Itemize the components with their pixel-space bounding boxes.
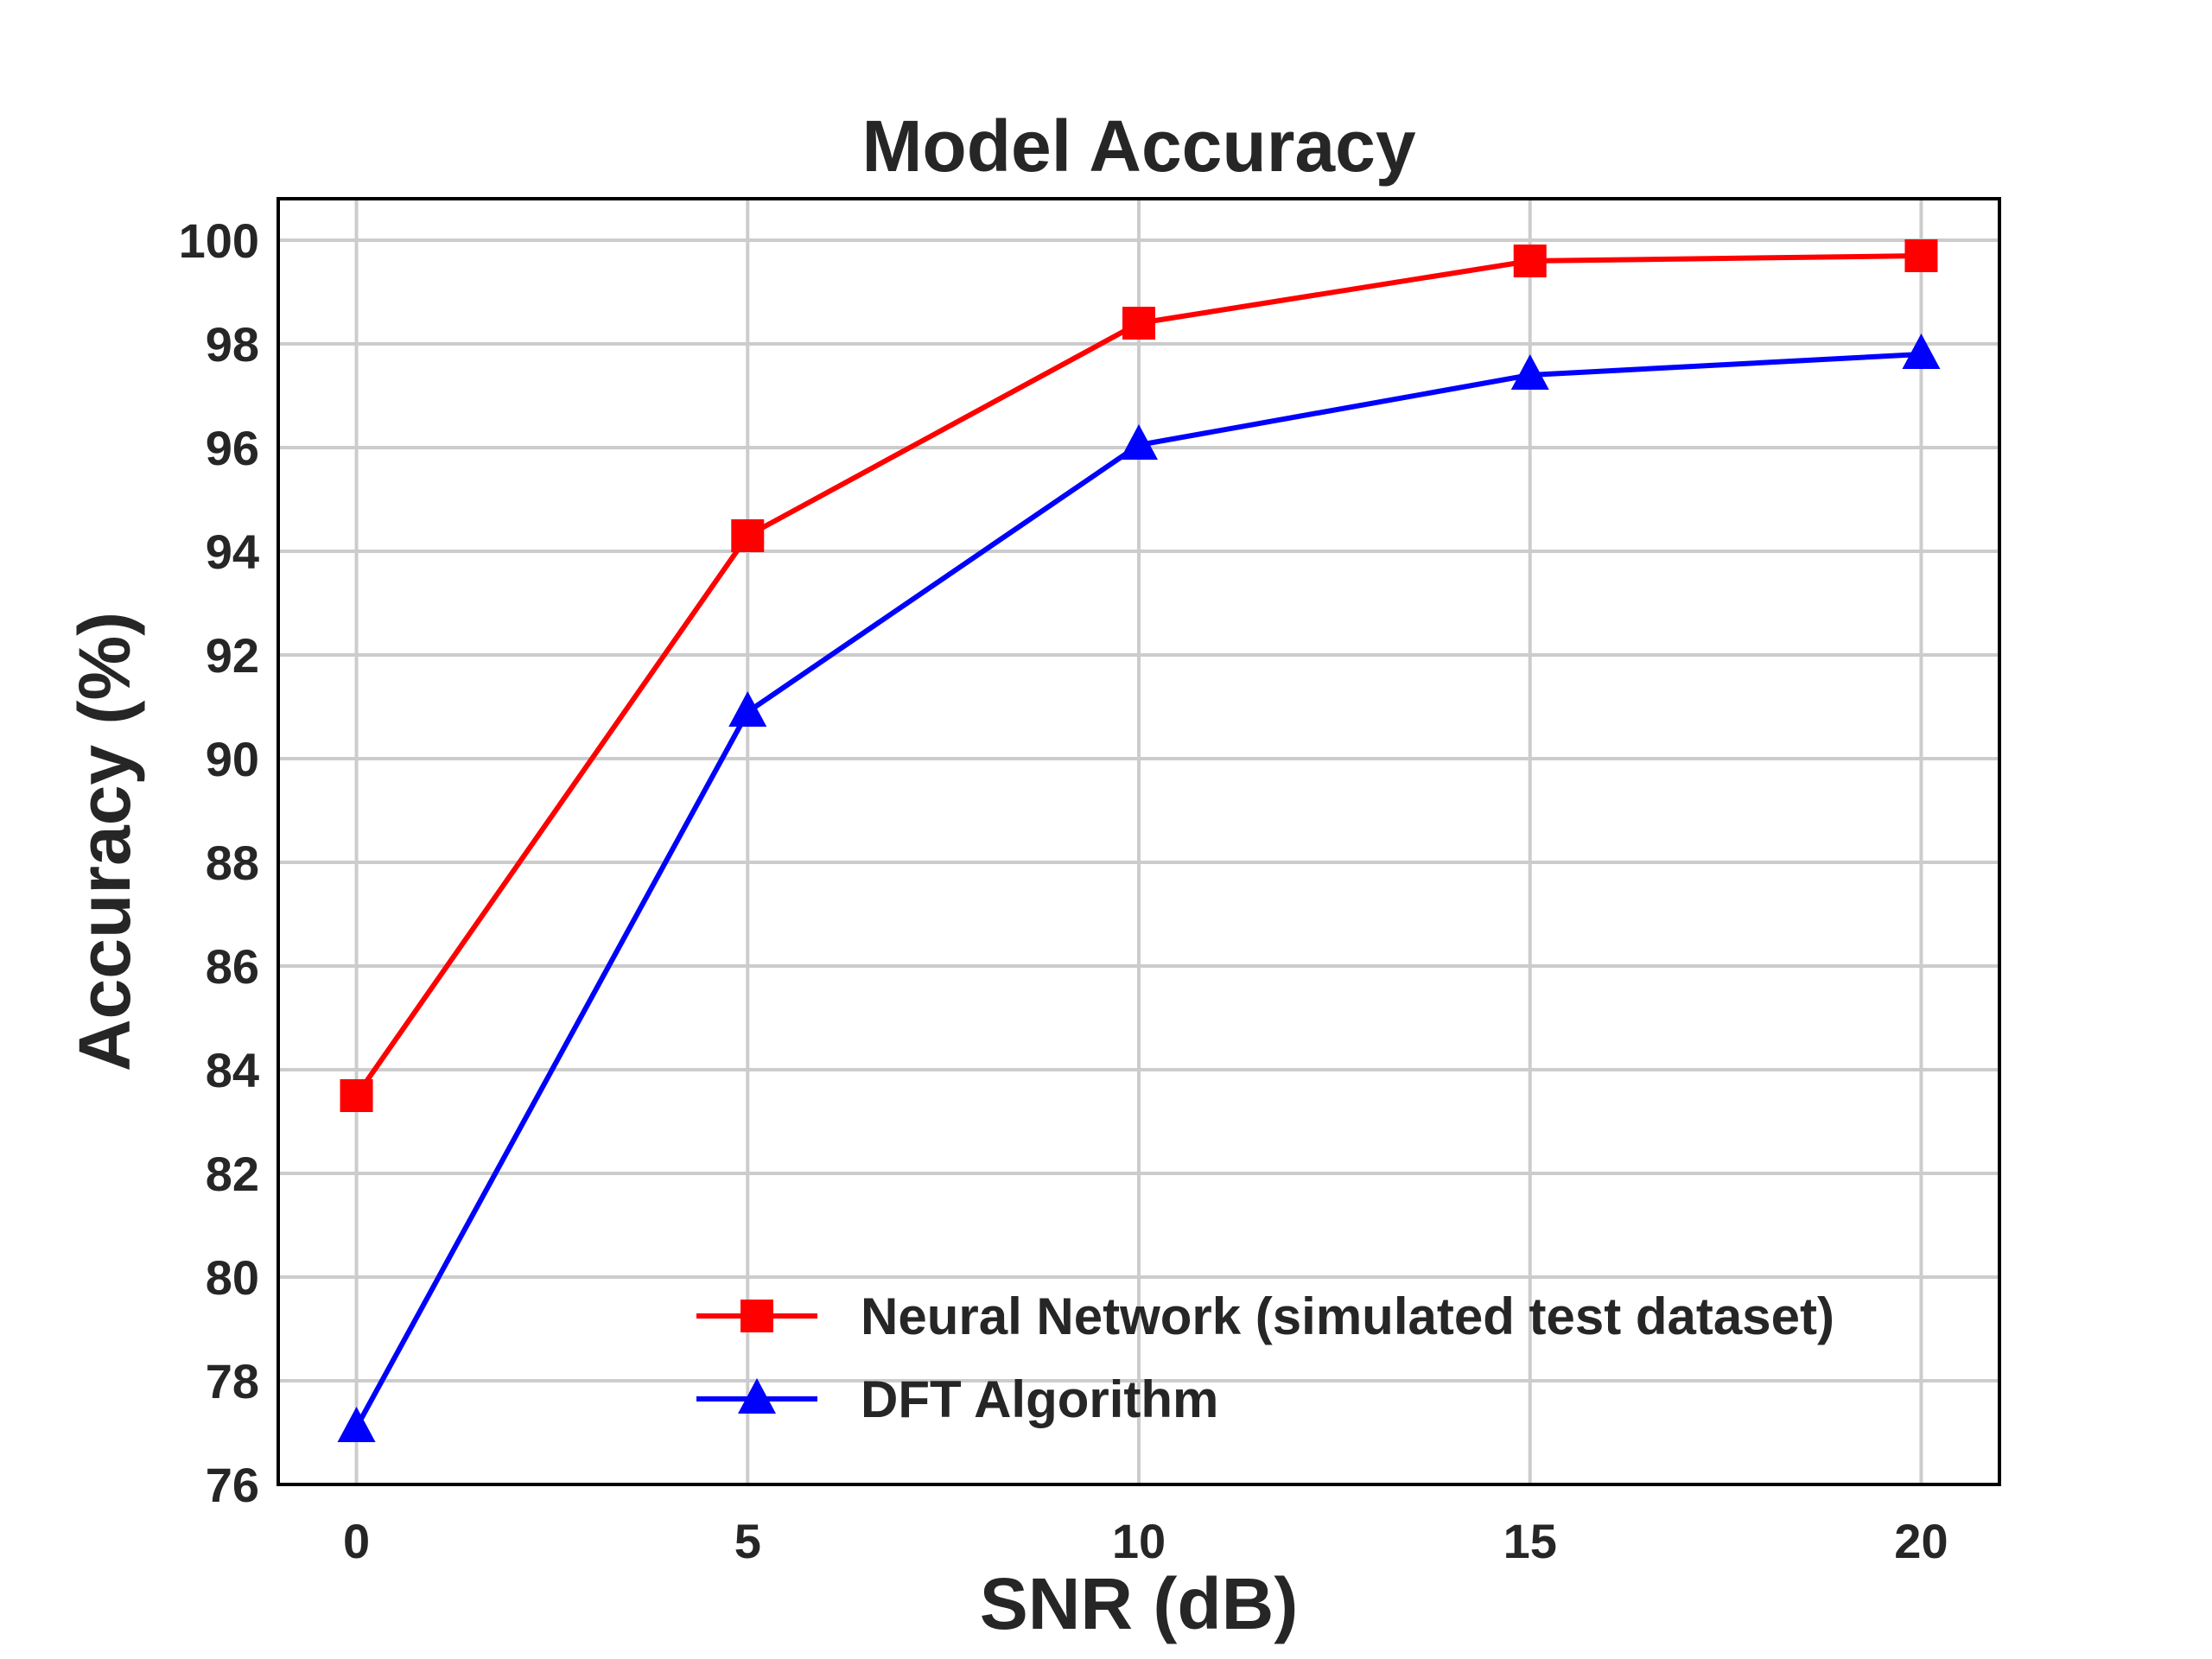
data-point [1120,424,1158,460]
legend-marker [738,1378,776,1414]
legend-marker [741,1300,773,1332]
data-point [1902,334,1941,369]
x-tick-labels: 0 5 10 15 20 [343,1514,1948,1568]
legend-label: Neural Network (simulated test dataset) [861,1287,1834,1345]
data-point [731,519,765,552]
x-tick-label: 15 [1503,1514,1557,1568]
y-tick-label: 86 [206,939,259,994]
data-point [1513,245,1547,277]
x-axis-label: SNR (dB) [980,1563,1299,1644]
data-point [1904,239,1938,272]
y-tick-label: 100 [179,213,259,268]
axes-frame [276,197,2001,1486]
y-tick-label: 96 [206,421,259,475]
x-tick-label: 10 [1112,1514,1166,1568]
y-tick-labels: 76 78 80 82 84 86 88 90 92 94 96 98 100 [179,213,259,1512]
series-layer [337,239,1941,1442]
chart-title: Model Accuracy [861,105,1415,187]
data-point [340,1079,373,1112]
y-tick-label: 90 [206,732,259,786]
x-tick-label: 0 [343,1514,370,1568]
legend-label: DFT Algorithm [861,1370,1218,1428]
data-point [337,1407,376,1442]
x-tick-label: 5 [734,1514,761,1568]
y-tick-label: 94 [206,524,259,579]
x-tick-label: 20 [1894,1514,1948,1568]
y-tick-label: 98 [206,317,259,372]
y-tick-label: 78 [206,1354,259,1408]
y-tick-label: 80 [206,1250,259,1305]
y-tick-label: 76 [206,1458,259,1512]
data-point [1510,354,1549,390]
y-tick-label: 88 [206,836,259,890]
legend: Neural Network (simulated test dataset) D… [696,1287,1834,1428]
y-tick-label: 92 [206,628,259,683]
data-point [728,691,767,727]
data-point [1122,307,1155,340]
y-tick-label: 84 [206,1043,259,1097]
y-tick-label: 82 [206,1147,259,1201]
y-axis-label: Accuracy (%) [64,612,145,1071]
